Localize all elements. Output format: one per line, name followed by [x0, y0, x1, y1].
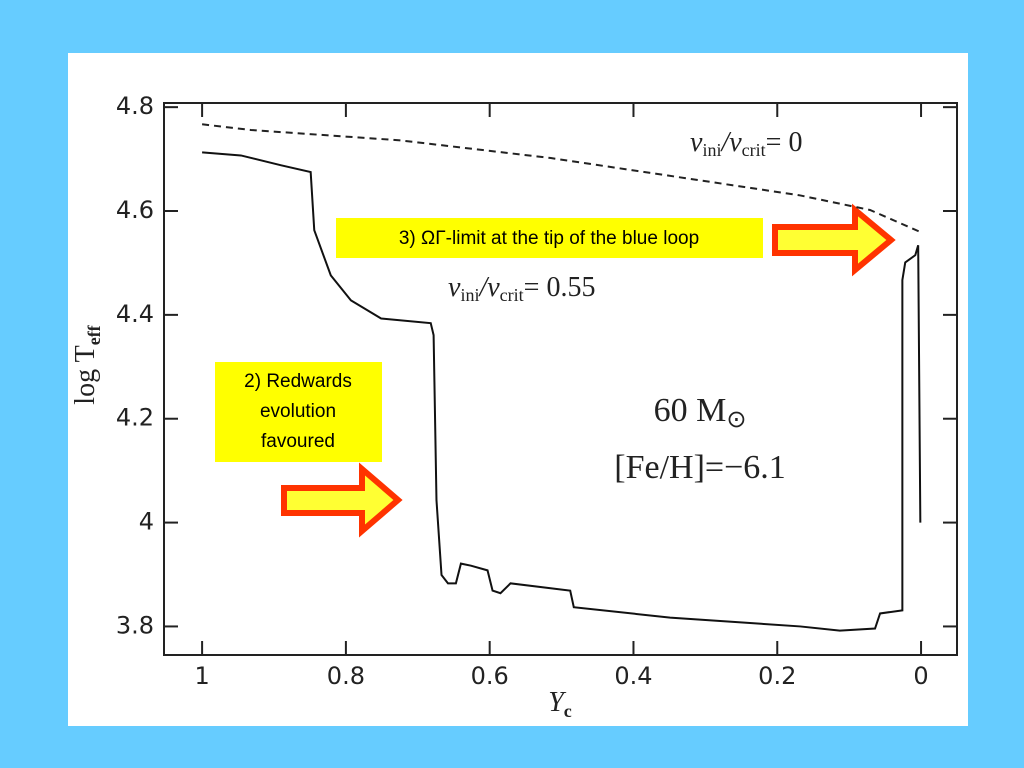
y-tick-label: 4.2 — [116, 404, 154, 432]
series-label-part: ini — [460, 285, 479, 305]
arrow — [772, 203, 896, 277]
y-label-sub: eff — [84, 324, 104, 345]
series-label-part: /v — [719, 127, 742, 158]
series-label-part: crit — [500, 285, 524, 305]
x-tick-label: 0.8 — [327, 662, 365, 690]
series-label: vini/vcrit= 0 — [690, 127, 802, 160]
x-tick-label: 0.2 — [758, 662, 796, 690]
series-label-part: /v — [477, 272, 500, 303]
x-label-sub: c — [564, 701, 572, 721]
y-axis-label: log Teff — [70, 324, 104, 404]
mass-main: 60 M — [654, 392, 727, 429]
series-label-part: = 0.55 — [524, 272, 596, 303]
y-tick-label: 4 — [139, 508, 154, 536]
series-label-part: crit — [742, 140, 766, 160]
series-label-part: v — [448, 272, 461, 303]
note-text: evolution — [260, 401, 336, 422]
note-box — [215, 362, 382, 462]
note-box — [336, 218, 763, 258]
series-label: vini/vcrit= 0.55 — [448, 272, 595, 305]
x-tick-label: 0.4 — [614, 662, 652, 690]
x-tick-label: 0 — [913, 662, 928, 690]
y-tick-label: 4.4 — [116, 300, 154, 328]
metallicity-label: [Fe/H]=−6.1 — [614, 449, 786, 486]
mass-sub: ⊙ — [726, 407, 746, 433]
series-label-part: v — [690, 127, 703, 158]
mass-label: 60 M⊙ — [654, 392, 747, 433]
y-tick-label: 4.6 — [116, 196, 154, 224]
arrow — [281, 462, 403, 538]
series-line — [201, 123, 922, 234]
x-axis-label: Yc — [548, 687, 572, 721]
note-text: 3) ΩΓ-limit at the tip of the blue loop — [399, 228, 699, 249]
series-label-part: = 0 — [766, 127, 803, 158]
x-tick-label: 1 — [194, 662, 209, 690]
x-tick-label: 0.6 — [471, 662, 509, 690]
y-label-main: log T — [70, 345, 101, 404]
series-label-part: ini — [702, 140, 721, 160]
y-tick-label: 3.8 — [116, 611, 154, 639]
note-text: 2) Redwards — [244, 371, 352, 392]
x-label-main: Y — [548, 687, 567, 718]
plot-frame — [163, 102, 958, 656]
series-line — [202, 151, 922, 632]
note-text: favoured — [261, 431, 335, 452]
y-tick-label: 4.8 — [116, 92, 154, 120]
